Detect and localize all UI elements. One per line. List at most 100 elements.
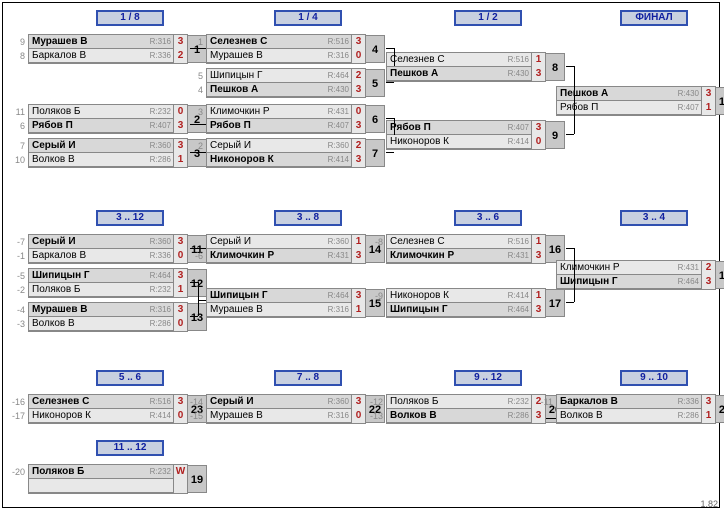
- rating: R:316: [145, 37, 173, 46]
- player-row: Мурашев ВR:3160: [207, 49, 365, 63]
- player-row: -4Мурашев ВR:3163: [29, 303, 187, 317]
- player-name: Климочкин Р: [207, 106, 323, 117]
- match-2: 11Поляков БR:23206Рябов ПR:40732: [28, 104, 188, 134]
- score: 3: [531, 67, 545, 81]
- player-name: Поляков Б: [29, 106, 145, 117]
- player-row: 3Климочкин РR:4310: [207, 105, 365, 119]
- rating: R:360: [323, 141, 351, 150]
- connector-line: [386, 82, 394, 83]
- player-row: Пешков АR:4303: [387, 67, 545, 81]
- seed: 7: [12, 141, 27, 151]
- player-row: Рябов ПR:4073: [207, 119, 365, 133]
- player-row: Шипицын ГR:4643: [557, 275, 715, 289]
- player-row: -12Поляков БR:2322: [387, 395, 545, 409]
- connector-line: [198, 282, 199, 316]
- rating: R:464: [323, 291, 351, 300]
- player-row: -16Селезнев СR:5163: [29, 395, 187, 409]
- match-number: 13: [187, 303, 207, 331]
- player-name: Серый И: [207, 140, 323, 151]
- round-label-r34: 3 .. 4: [620, 210, 688, 226]
- rating: R:516: [503, 55, 531, 64]
- seed: -15: [190, 411, 205, 421]
- match-22: -14Серый ИR:3603-15Мурашев ВR:316022: [206, 394, 366, 424]
- score: 3: [531, 121, 545, 135]
- rating: R:430: [323, 85, 351, 94]
- player-row: 10Волков ВR:2861: [29, 153, 187, 167]
- rating: R:516: [323, 37, 351, 46]
- score: 1: [351, 303, 365, 317]
- player-name: Никоноров К: [207, 154, 323, 165]
- match-number: 12: [187, 269, 207, 297]
- score: 1: [351, 235, 365, 249]
- rating: R:414: [503, 137, 531, 146]
- player-name: Серый И: [207, 236, 323, 247]
- round-label-r910: 9 .. 10: [620, 370, 688, 386]
- match-20: -12Поляков БR:2322-13Волков ВR:286320: [386, 394, 546, 424]
- rating: R:430: [503, 69, 531, 78]
- rating: R:360: [323, 397, 351, 406]
- seed: 4: [190, 85, 205, 95]
- seed: -2: [12, 285, 27, 295]
- rating: R:360: [145, 141, 173, 150]
- score: 2: [351, 69, 365, 83]
- rating: R:316: [145, 305, 173, 314]
- score: 3: [173, 235, 187, 249]
- score: 3: [531, 303, 545, 317]
- rating: R:360: [323, 237, 351, 246]
- player-name: Рябов П: [207, 120, 323, 131]
- round-label-r78: 7 .. 8: [274, 370, 342, 386]
- player-name: Серый И: [207, 396, 323, 407]
- player-name: Селезнев С: [29, 396, 145, 407]
- match-19: -20Поляков БR:232W19: [28, 464, 188, 494]
- player-row: -15Мурашев ВR:3160: [207, 409, 365, 423]
- score: 3: [173, 35, 187, 49]
- player-name: Рябов П: [387, 122, 503, 133]
- connector-line: [386, 152, 394, 153]
- player-name: Поляков Б: [29, 284, 145, 295]
- player-name: Волков В: [29, 318, 145, 329]
- seed: -13: [370, 411, 385, 421]
- score: [173, 479, 187, 493]
- player-name: Мурашев В: [207, 304, 323, 315]
- player-name: Селезнев С: [387, 54, 503, 65]
- player-name: Никоноров К: [387, 290, 503, 301]
- rating: R:516: [145, 397, 173, 406]
- rating: R:232: [145, 285, 173, 294]
- match-8: Селезнев СR:5161Пешков АR:43038: [386, 52, 546, 82]
- match-number: 17: [545, 289, 565, 317]
- seed: 6: [12, 121, 27, 131]
- round-label-r36: 3 .. 6: [454, 210, 522, 226]
- player-row: -14Серый ИR:3603: [207, 395, 365, 409]
- connector-line: [566, 134, 574, 135]
- player-name: Пешков А: [387, 68, 503, 79]
- score: 2: [351, 139, 365, 153]
- rating: R:232: [503, 397, 531, 406]
- player-row: -6Климочкин РR:4313: [207, 249, 365, 263]
- match-10: Пешков АR:4303Рябов ПR:407110: [556, 86, 716, 116]
- score: 0: [173, 249, 187, 263]
- score: 1: [701, 409, 715, 423]
- score: 3: [173, 139, 187, 153]
- rating: R:336: [145, 51, 173, 60]
- connector-line: [574, 248, 575, 302]
- score: 0: [351, 409, 365, 423]
- seed: 10: [12, 155, 27, 165]
- player-row: [29, 479, 187, 493]
- rating: R:464: [673, 277, 701, 286]
- match-14: Серый ИR:3601-6Климочкин РR:431314: [206, 234, 366, 264]
- seed: -5: [12, 271, 27, 281]
- player-name: Волков В: [557, 410, 673, 421]
- player-row: Волков ВR:2861: [557, 409, 715, 423]
- player-name: Пешков А: [207, 84, 323, 95]
- score: 0: [351, 49, 365, 63]
- match-18: Климочкин РR:4312Шипицын ГR:464318: [556, 260, 716, 290]
- player-row: 5Шипицын ГR:4642: [207, 69, 365, 83]
- connector-line: [386, 48, 394, 49]
- connector-line: [394, 118, 395, 135]
- player-row: Шипицын ГR:4643: [387, 303, 545, 317]
- match-6: 3Климочкин РR:4310Рябов ПR:40736: [206, 104, 366, 134]
- player-row: -7Серый ИR:3603: [29, 235, 187, 249]
- seed: -11: [540, 397, 555, 407]
- score: 3: [351, 249, 365, 263]
- score: 1: [531, 235, 545, 249]
